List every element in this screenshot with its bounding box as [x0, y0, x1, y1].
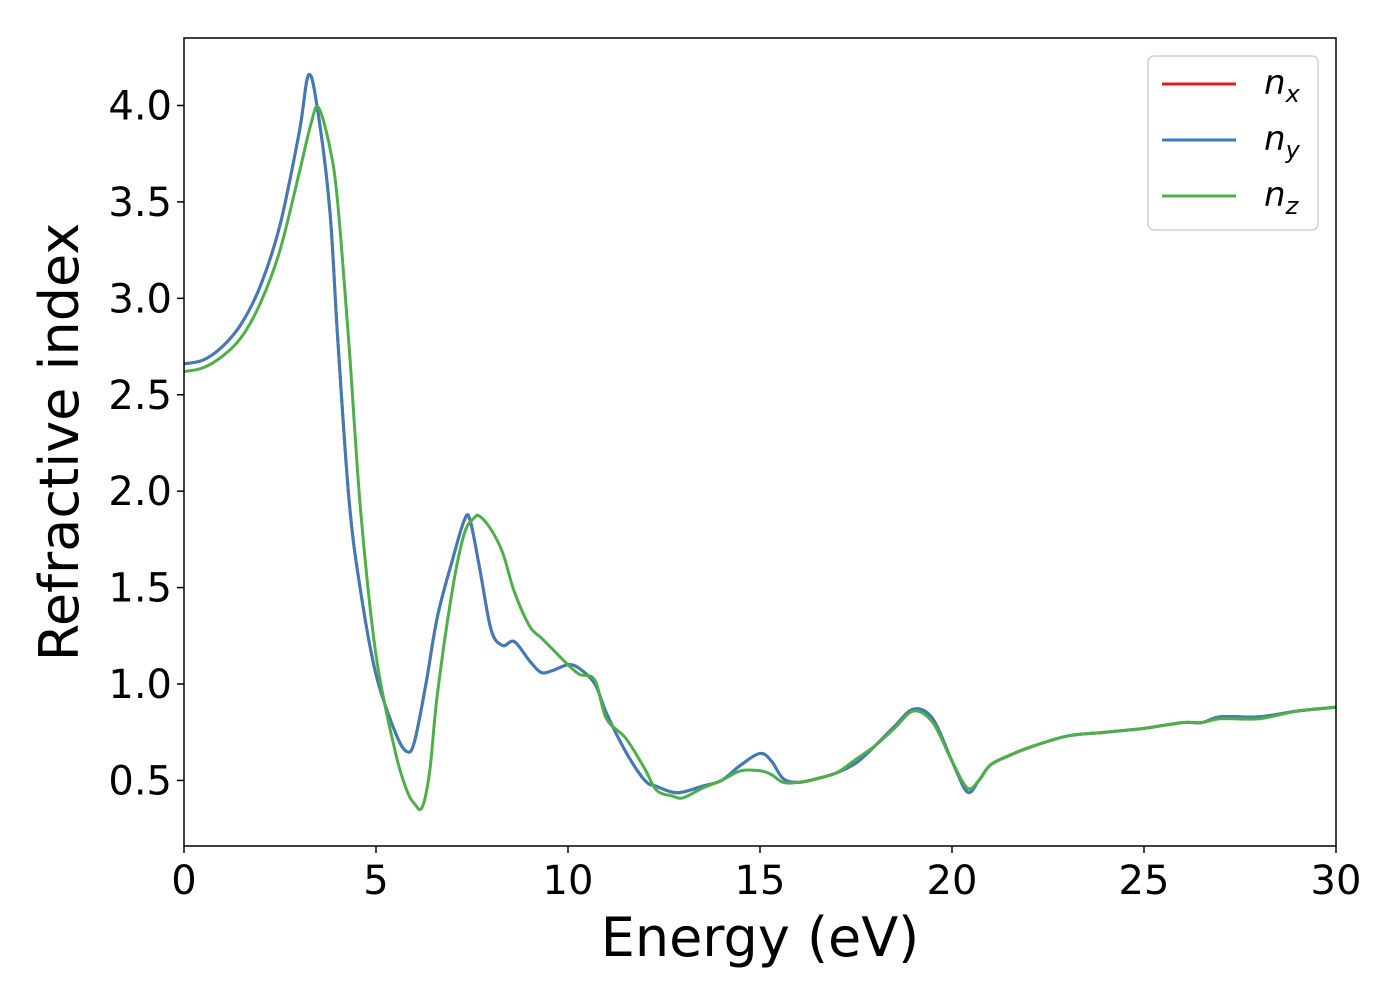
y-tick-label: 1.5 [108, 566, 172, 612]
legend-box [1147, 55, 1319, 231]
x-tick-label: 10 [543, 858, 594, 904]
x-axis-ticks: 0 5 10 15 20 25 30 [171, 846, 1361, 904]
y-tick-label: 1.0 [108, 662, 172, 708]
y-tick-label: 3.0 [108, 276, 172, 322]
y-axis-ticks: 0.5 1.0 1.5 2.0 2.5 3.0 3.5 4.0 [108, 83, 184, 804]
legend-label-x: nx [1264, 63, 1301, 108]
y-tick-label: 2.0 [108, 469, 172, 515]
y-tick-label: 4.0 [108, 83, 172, 129]
series-line-n-z [184, 105, 1336, 812]
x-tick-label: 15 [735, 858, 786, 904]
y-axis-label: Refractive index [28, 223, 91, 662]
y-tick-label: 0.5 [108, 758, 172, 804]
x-tick-label: 0 [171, 858, 196, 904]
x-tick-label: 20 [927, 858, 978, 904]
legend-label-y: ny [1264, 119, 1301, 164]
x-tick-label: 5 [363, 858, 388, 904]
x-tick-label: 25 [1119, 858, 1170, 904]
x-axis-label: Energy (eV) [601, 906, 920, 969]
legend-label-z: nz [1264, 175, 1300, 220]
legend: nx ny nz [1147, 55, 1319, 231]
y-tick-label: 3.5 [108, 180, 172, 226]
x-tick-label: 30 [1311, 858, 1362, 904]
series-layer [184, 73, 1336, 812]
y-tick-label: 2.5 [108, 373, 172, 419]
